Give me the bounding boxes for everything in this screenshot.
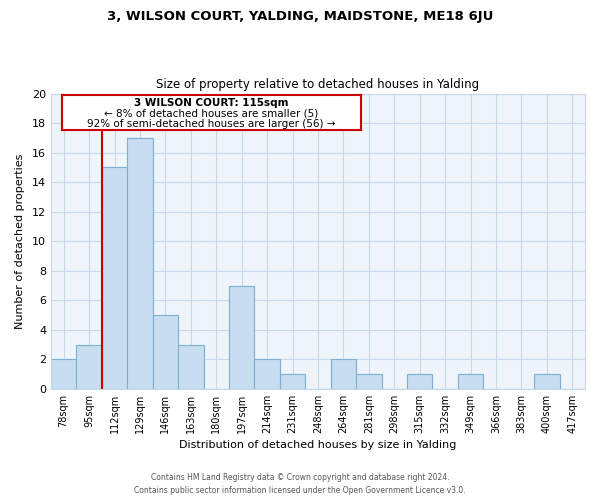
Bar bbox=[229, 286, 254, 389]
X-axis label: Distribution of detached houses by size in Yalding: Distribution of detached houses by size … bbox=[179, 440, 457, 450]
Bar bbox=[356, 374, 382, 389]
Text: Contains HM Land Registry data © Crown copyright and database right 2024.
Contai: Contains HM Land Registry data © Crown c… bbox=[134, 474, 466, 495]
Bar bbox=[102, 168, 127, 389]
Bar bbox=[178, 344, 203, 389]
FancyBboxPatch shape bbox=[62, 95, 361, 130]
Text: ← 8% of detached houses are smaller (5): ← 8% of detached houses are smaller (5) bbox=[104, 108, 318, 118]
Text: 3, WILSON COURT, YALDING, MAIDSTONE, ME18 6JU: 3, WILSON COURT, YALDING, MAIDSTONE, ME1… bbox=[107, 10, 493, 23]
Y-axis label: Number of detached properties: Number of detached properties bbox=[15, 154, 25, 329]
Bar bbox=[534, 374, 560, 389]
Title: Size of property relative to detached houses in Yalding: Size of property relative to detached ho… bbox=[157, 78, 479, 91]
Text: 92% of semi-detached houses are larger (56) →: 92% of semi-detached houses are larger (… bbox=[87, 118, 335, 128]
Bar bbox=[280, 374, 305, 389]
Bar bbox=[331, 360, 356, 389]
Bar bbox=[127, 138, 152, 389]
Bar bbox=[76, 344, 102, 389]
Text: 3 WILSON COURT: 115sqm: 3 WILSON COURT: 115sqm bbox=[134, 98, 289, 108]
Bar bbox=[458, 374, 483, 389]
Bar bbox=[51, 360, 76, 389]
Bar bbox=[254, 360, 280, 389]
Bar bbox=[152, 315, 178, 389]
Bar bbox=[407, 374, 433, 389]
